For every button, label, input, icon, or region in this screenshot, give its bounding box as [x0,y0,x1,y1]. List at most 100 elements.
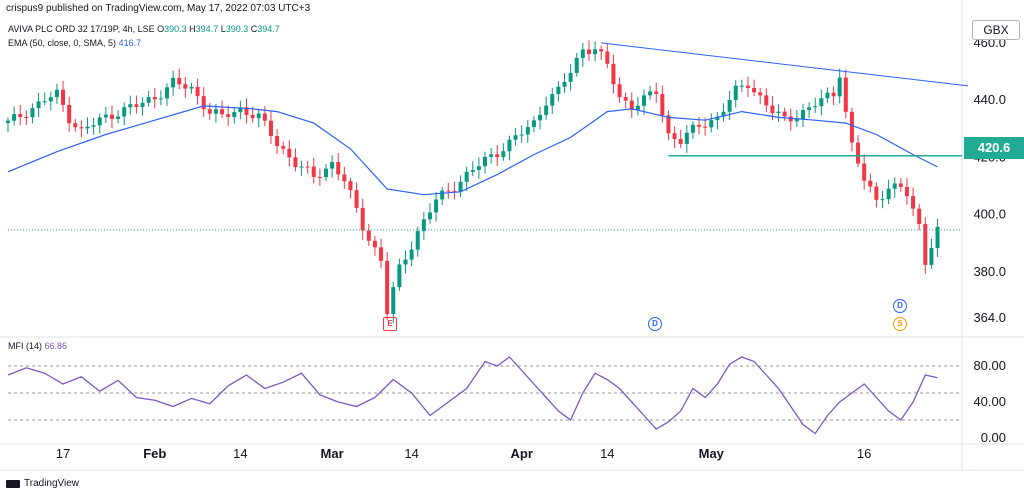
candle-body [360,207,365,231]
open-label: O [157,24,165,34]
candle-body [862,163,867,181]
high-value: 394.7 [195,24,219,34]
close-label: C [250,24,258,34]
candle-body [336,162,341,175]
split-event-icon[interactable]: S [893,317,907,331]
candle-body [611,63,616,85]
candle-body [464,171,469,182]
candle-body [801,110,805,120]
candle-body [189,86,194,89]
candle-body [183,84,188,89]
candle-body [42,101,47,103]
candle-body [556,86,561,95]
low-value: 390.3 [225,24,249,34]
candle-body [177,77,182,85]
candle-body [415,231,420,250]
candle-body [18,114,23,117]
mfi-legend-value: 66.86 [44,341,68,351]
candle-body [550,94,555,106]
candle-body [654,91,659,95]
candle-body [586,49,591,55]
candle-body [232,112,237,117]
low-label: L [220,24,226,34]
candle-body [599,49,604,52]
candle-body [250,114,255,119]
candle-body [207,109,212,114]
candle-body [262,113,267,121]
candle-body [519,134,524,136]
candle-body [794,119,799,122]
candle-body [440,190,445,200]
candle-body [819,98,824,107]
candle-body [544,105,549,115]
candle-body [391,287,396,315]
candle-body [739,85,744,87]
candle-body [495,154,500,158]
candle-body [629,100,634,110]
candle-body [574,57,579,73]
candle-body [898,183,903,187]
candle-body [12,114,17,121]
candle-body [782,111,787,117]
candle-body [764,95,769,106]
candle-body [134,104,139,107]
candle-body [317,176,322,178]
main-legend: AVIVA PLC ORD 32 17/19P, 4h, LSE O390.3 … [8,24,280,34]
candle-body [635,105,640,110]
candle-body [849,111,854,143]
mfi-layer [7,356,962,435]
candle-body [733,85,738,100]
candle-body [703,126,708,128]
candle-body [379,247,384,261]
time-tick-label: Apr [510,446,532,461]
candle-body [385,260,390,315]
mfi-tick-label: 80.00 [973,358,1006,373]
tradingview-brand: TradingView [6,478,79,489]
candle-body [244,107,249,115]
earnings-event-icon[interactable]: E [383,317,397,331]
candle-body [67,104,72,124]
candle-body [146,97,151,103]
brand-name: TradingView [24,478,80,489]
candle-body [892,183,897,189]
candle-body [580,49,585,58]
candle-body [434,199,439,213]
candle-body [470,169,475,172]
candle-body [678,139,683,144]
mfi-tick-label: 40.00 [973,394,1006,409]
candle-body [91,125,96,127]
candle-body [324,168,328,178]
axis-layer: 460.0440.0420.0400.0380.0364.080.0040.00… [56,35,1006,461]
candle-body [489,154,494,157]
candle-body [690,124,695,133]
candle-body [458,181,463,192]
candle-body [770,105,775,114]
candle-body [752,87,757,93]
candle-body [642,95,646,106]
currency-button[interactable]: GBX [972,20,1020,40]
candle-body [911,196,916,209]
published-note: crispus9 published on TradingView.com, M… [6,3,311,14]
time-tick-label: Mar [321,446,344,461]
candle-body [727,99,732,112]
price-tick-label: 400.0 [973,207,1006,222]
candle-body [79,127,84,129]
dividend-event-icon[interactable]: D [648,317,662,331]
price-tick-label: 364.0 [973,310,1006,325]
candle-body [446,190,451,192]
candle-body [330,162,335,169]
dividend-event-icon-latest[interactable]: D [893,299,907,313]
price-layer [6,40,969,324]
candle-body [287,148,292,158]
candle-body [562,81,567,87]
candle-body [128,104,133,108]
candle-body [275,136,280,147]
tradingview-logo-icon [6,479,20,488]
candle-body [605,51,610,64]
time-tick-label: 16 [857,446,871,461]
candle-body [531,120,536,128]
grid-layer [0,0,1024,471]
time-tick-label: 17 [56,446,70,461]
